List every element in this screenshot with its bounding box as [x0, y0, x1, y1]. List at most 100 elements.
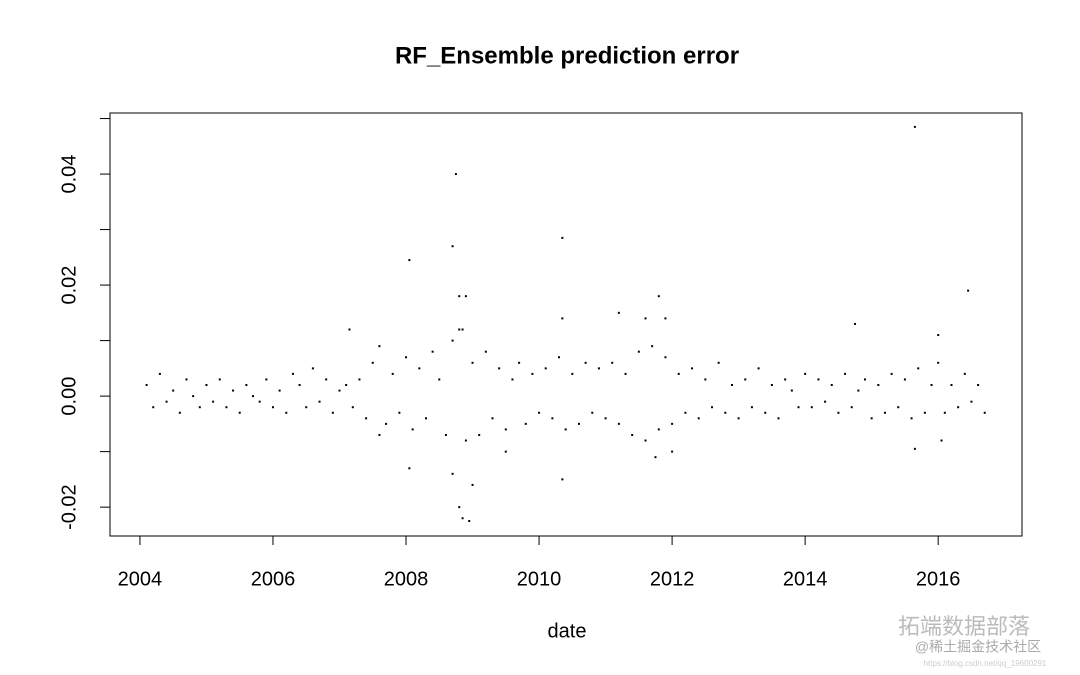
point — [671, 450, 674, 453]
point — [345, 384, 348, 387]
point — [405, 356, 408, 359]
point — [278, 389, 281, 392]
point — [444, 433, 447, 436]
x-axis-label: date — [548, 620, 587, 642]
point — [970, 400, 973, 403]
point — [431, 350, 434, 353]
point — [378, 433, 381, 436]
point — [218, 378, 221, 381]
point — [950, 384, 953, 387]
point — [597, 367, 600, 370]
point — [424, 417, 427, 420]
point — [571, 372, 574, 375]
point — [408, 259, 411, 262]
point — [305, 406, 308, 409]
x-tick-label: 2014 — [783, 568, 828, 590]
point — [917, 367, 920, 370]
y-tick-label: 0.00 — [58, 377, 80, 416]
plot-frame — [109, 112, 1023, 537]
point — [730, 384, 733, 387]
x-tick-label: 2012 — [650, 568, 695, 590]
point — [617, 422, 620, 425]
point — [923, 411, 926, 414]
point — [937, 334, 940, 337]
point — [617, 311, 620, 314]
point — [451, 245, 454, 248]
point — [461, 517, 464, 520]
point — [657, 295, 660, 298]
point — [937, 361, 940, 364]
point — [870, 417, 873, 420]
point — [637, 350, 640, 353]
point — [857, 389, 860, 392]
point — [684, 411, 687, 414]
point — [291, 372, 294, 375]
point — [172, 389, 175, 392]
point — [471, 361, 474, 364]
point — [378, 345, 381, 348]
point — [697, 417, 700, 420]
point — [365, 417, 368, 420]
chart-title: RF_Ensemble prediction error — [395, 42, 739, 69]
point — [910, 417, 913, 420]
point — [770, 384, 773, 387]
point — [461, 328, 464, 331]
x-tick-label: 2006 — [251, 568, 296, 590]
point — [145, 384, 148, 387]
point — [398, 411, 401, 414]
y-tick-label: 0.04 — [58, 155, 80, 194]
point — [298, 384, 301, 387]
point — [498, 367, 501, 370]
point — [943, 411, 946, 414]
point — [225, 406, 228, 409]
point — [611, 361, 614, 364]
point — [451, 339, 454, 342]
point — [790, 389, 793, 392]
point — [913, 125, 916, 128]
point — [351, 406, 354, 409]
point — [232, 389, 235, 392]
point — [854, 322, 857, 325]
point — [883, 411, 886, 414]
point — [198, 406, 201, 409]
point — [491, 417, 494, 420]
y-tick-label: -0.02 — [58, 484, 80, 530]
point — [704, 378, 707, 381]
point — [591, 411, 594, 414]
point — [464, 295, 467, 298]
point — [252, 395, 255, 398]
point — [664, 317, 667, 320]
point — [464, 439, 467, 442]
point — [451, 472, 454, 475]
point — [454, 173, 457, 176]
point — [411, 428, 414, 431]
point — [504, 428, 507, 431]
point — [631, 433, 634, 436]
point — [558, 356, 561, 359]
watermark-url: https://blog.csdn.net/qq_19600291 — [924, 659, 1047, 668]
point — [205, 384, 208, 387]
point — [338, 389, 341, 392]
point — [757, 367, 760, 370]
point — [408, 467, 411, 470]
point — [967, 289, 970, 292]
point — [511, 378, 514, 381]
point — [930, 384, 933, 387]
point — [664, 356, 667, 359]
point — [830, 384, 833, 387]
point — [271, 406, 274, 409]
point — [178, 411, 181, 414]
point — [438, 378, 441, 381]
point — [604, 417, 607, 420]
point — [957, 406, 960, 409]
point — [551, 417, 554, 420]
point — [212, 400, 215, 403]
point — [561, 236, 564, 239]
point — [478, 433, 481, 436]
point — [724, 411, 727, 414]
point — [850, 406, 853, 409]
point — [192, 395, 195, 398]
point — [385, 422, 388, 425]
point — [897, 406, 900, 409]
